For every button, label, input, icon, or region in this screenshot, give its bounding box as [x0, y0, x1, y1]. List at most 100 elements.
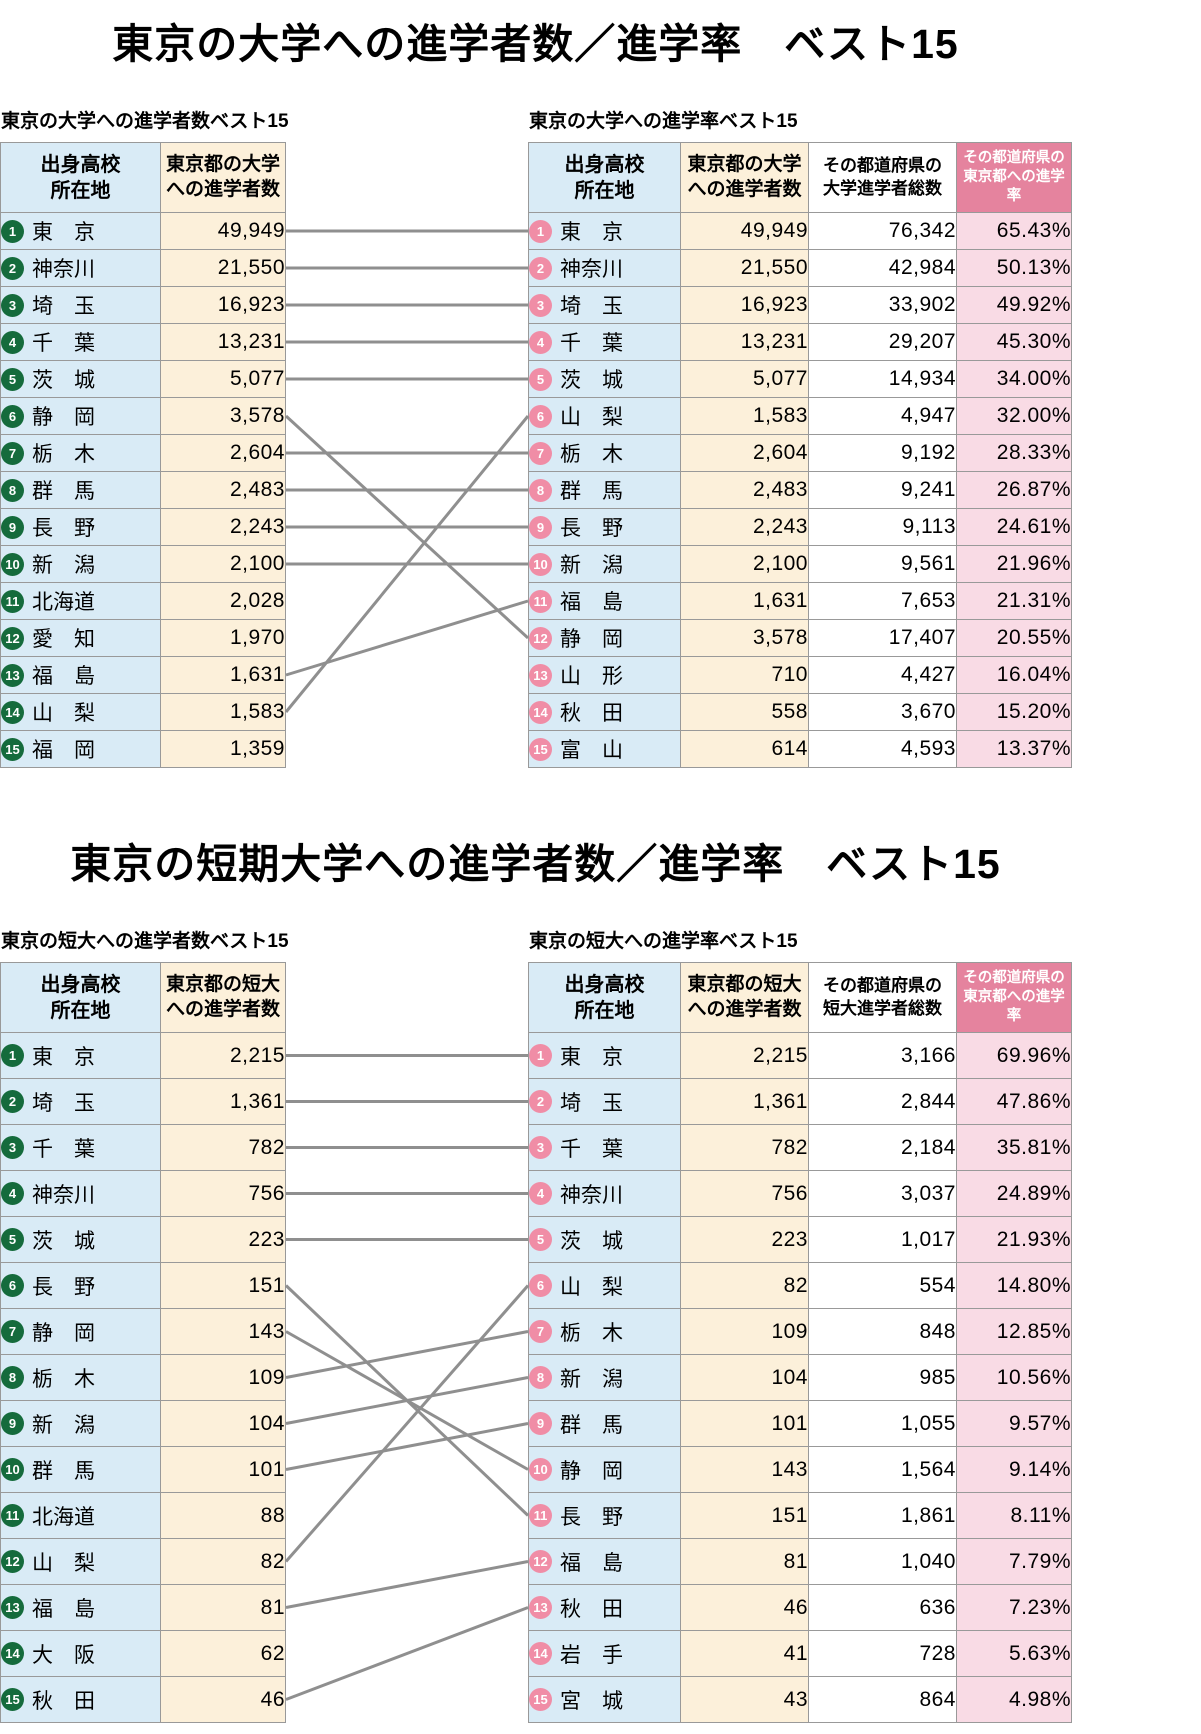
- prefecture-cell: 13 山 形: [528, 656, 681, 694]
- prefecture-label: 群 馬: [560, 480, 623, 503]
- count-cell: 782: [680, 1124, 809, 1171]
- rank-row: 12 山 梨 82: [0, 1538, 286, 1585]
- prefecture-label: 静 岡: [560, 1459, 623, 1483]
- column-header-pref: 出身高校 所在地: [528, 962, 681, 1033]
- prefecture-label: 大 阪: [32, 1643, 95, 1667]
- rate-cell: 47.86%: [956, 1078, 1072, 1125]
- rank-badge: 15: [529, 1688, 552, 1711]
- rank-row: 8 新 潟 104 985 10.56%: [528, 1354, 1072, 1401]
- count-cell: 104: [160, 1400, 286, 1447]
- rank-row: 10 新 潟 2,100 9,561 21.96%: [528, 545, 1072, 583]
- count-cell: 151: [160, 1262, 286, 1309]
- count-cell: 104: [680, 1354, 809, 1401]
- prefecture-cell: 11 福 島: [528, 582, 681, 620]
- count-cell: 101: [160, 1446, 286, 1493]
- prefecture-cell: 5 茨 城: [0, 1216, 161, 1263]
- prefecture-label: 東 京: [32, 1045, 95, 1069]
- column-header-count: 東京都の大学 への進学者数: [680, 142, 809, 213]
- rate-cell: 35.81%: [956, 1124, 1072, 1171]
- rank-row: 7 栃 木 2,604 9,192 28.33%: [528, 434, 1072, 472]
- prefecture-cell: 1 東 京: [0, 1032, 161, 1079]
- count-cell: 1,359: [160, 730, 286, 768]
- university-count-table: 出身高校 所在地 東京都の大学 への進学者数 1 東 京 49,949 2 神奈川 21,55…: [0, 142, 286, 768]
- prefecture-label: 千 葉: [32, 332, 95, 355]
- prefecture-label: 福 岡: [32, 739, 95, 762]
- total-cell: 4,427: [808, 656, 957, 694]
- count-cell: 101: [680, 1400, 809, 1447]
- count-cell: 81: [160, 1584, 286, 1631]
- rank-row: 1 東 京 49,949: [0, 212, 286, 250]
- rate-cell: 16.04%: [956, 656, 1072, 694]
- total-cell: 864: [808, 1676, 957, 1723]
- rank-row: 4 千 葉 13,231 29,207 45.30%: [528, 323, 1072, 361]
- count-cell: 2,100: [680, 545, 809, 583]
- junior-college-count-block: 東京の短大への進学者数ベスト15 出身高校 所在地 東京都の短大 への進学者数 1 東…: [0, 926, 289, 1723]
- rate-cell: 7.79%: [956, 1538, 1072, 1585]
- rank-row: 6 山 梨 1,583 4,947 32.00%: [528, 397, 1072, 435]
- count-cell: 2,483: [680, 471, 809, 509]
- prefecture-label: 新 潟: [560, 1367, 623, 1391]
- rank-badge: 7: [529, 441, 552, 465]
- junior-college-rate-table: 出身高校 所在地 東京都の短大 への進学者数 その都道府県の 短大進学者総数 その都道…: [528, 962, 1072, 1723]
- junior-college-section: 東京の短期大学への進学者数／進学率 ベスト15 東京の短大への進学者数ベスト15…: [0, 830, 1072, 1723]
- total-cell: 33,902: [808, 286, 957, 324]
- rank-badge: 2: [529, 256, 552, 280]
- total-cell: 554: [808, 1262, 957, 1309]
- rank-row: 11 北海道 2,028: [0, 582, 286, 620]
- rank-badge: 13: [529, 663, 552, 687]
- prefecture-label: 宮 城: [560, 1689, 623, 1713]
- rank-row: 15 秋 田 46: [0, 1676, 286, 1723]
- total-cell: 1,861: [808, 1492, 957, 1539]
- rank-row: 9 長 野 2,243 9,113 24.61%: [528, 508, 1072, 546]
- count-cell: 143: [680, 1446, 809, 1493]
- count-cell: 1,583: [680, 397, 809, 435]
- count-cell: 1,970: [160, 619, 286, 657]
- column-header-count: 東京都の短大 への進学者数: [680, 962, 809, 1033]
- prefecture-label: 富 山: [560, 739, 623, 762]
- rate-cell: 24.89%: [956, 1170, 1072, 1217]
- rank-badge: 1: [1, 1044, 24, 1067]
- total-cell: 2,844: [808, 1078, 957, 1125]
- rank-row: 10 群 馬 101: [0, 1446, 286, 1493]
- rank-badge: 14: [1, 1642, 24, 1665]
- count-cell: 49,949: [160, 212, 286, 250]
- prefecture-cell: 1 東 京: [528, 212, 681, 250]
- rank-badge: 7: [529, 1320, 552, 1343]
- total-cell: 4,947: [808, 397, 957, 435]
- total-cell: 9,192: [808, 434, 957, 472]
- rank-row: 15 福 岡 1,359: [0, 730, 286, 768]
- prefecture-cell: 9 長 野: [528, 508, 681, 546]
- prefecture-cell: 15 秋 田: [0, 1676, 161, 1723]
- university-count-block: 東京の大学への進学者数ベスト15 出身高校 所在地 東京都の大学 への進学者数 1 東…: [0, 106, 289, 768]
- total-cell: 4,593: [808, 730, 957, 768]
- rank-row: 4 神奈川 756: [0, 1170, 286, 1217]
- rank-row: 13 福 島 1,631: [0, 656, 286, 694]
- count-cell: 756: [680, 1170, 809, 1217]
- rank-row: 2 埼 玉 1,361 2,844 47.86%: [528, 1078, 1072, 1125]
- rank-row: 1 東 京 2,215: [0, 1032, 286, 1079]
- prefecture-cell: 3 千 葉: [528, 1124, 681, 1171]
- university-rate-caption: 東京の大学への進学率ベスト15: [529, 111, 798, 132]
- rate-cell: 4.98%: [956, 1676, 1072, 1723]
- rate-cell: 13.37%: [956, 730, 1072, 768]
- column-header-pref: 出身高校 所在地: [0, 962, 161, 1033]
- rank-row: 8 栃 木 109: [0, 1354, 286, 1401]
- count-cell: 2,483: [160, 471, 286, 509]
- prefecture-label: 山 梨: [560, 1275, 623, 1299]
- rank-badge: 6: [1, 404, 24, 428]
- total-cell: 1,040: [808, 1538, 957, 1585]
- rate-cell: 34.00%: [956, 360, 1072, 398]
- rank-row: 14 山 梨 1,583: [0, 693, 286, 731]
- rank-row: 12 静 岡 3,578 17,407 20.55%: [528, 619, 1072, 657]
- rank-badge: 8: [1, 1366, 24, 1389]
- prefecture-cell: 8 群 馬: [528, 471, 681, 509]
- rank-row: 13 山 形 710 4,427 16.04%: [528, 656, 1072, 694]
- prefecture-cell: 11 長 野: [528, 1492, 681, 1539]
- count-cell: 1,361: [680, 1078, 809, 1125]
- rank-row: 1 東 京 49,949 76,342 65.43%: [528, 212, 1072, 250]
- prefecture-label: 神奈川: [560, 258, 623, 281]
- prefecture-label: 茨 城: [560, 369, 623, 392]
- total-cell: 636: [808, 1584, 957, 1631]
- total-cell: 76,342: [808, 212, 957, 250]
- section-title-junior-college: 東京の短期大学への進学者数／進学率 ベスト15: [70, 841, 1001, 887]
